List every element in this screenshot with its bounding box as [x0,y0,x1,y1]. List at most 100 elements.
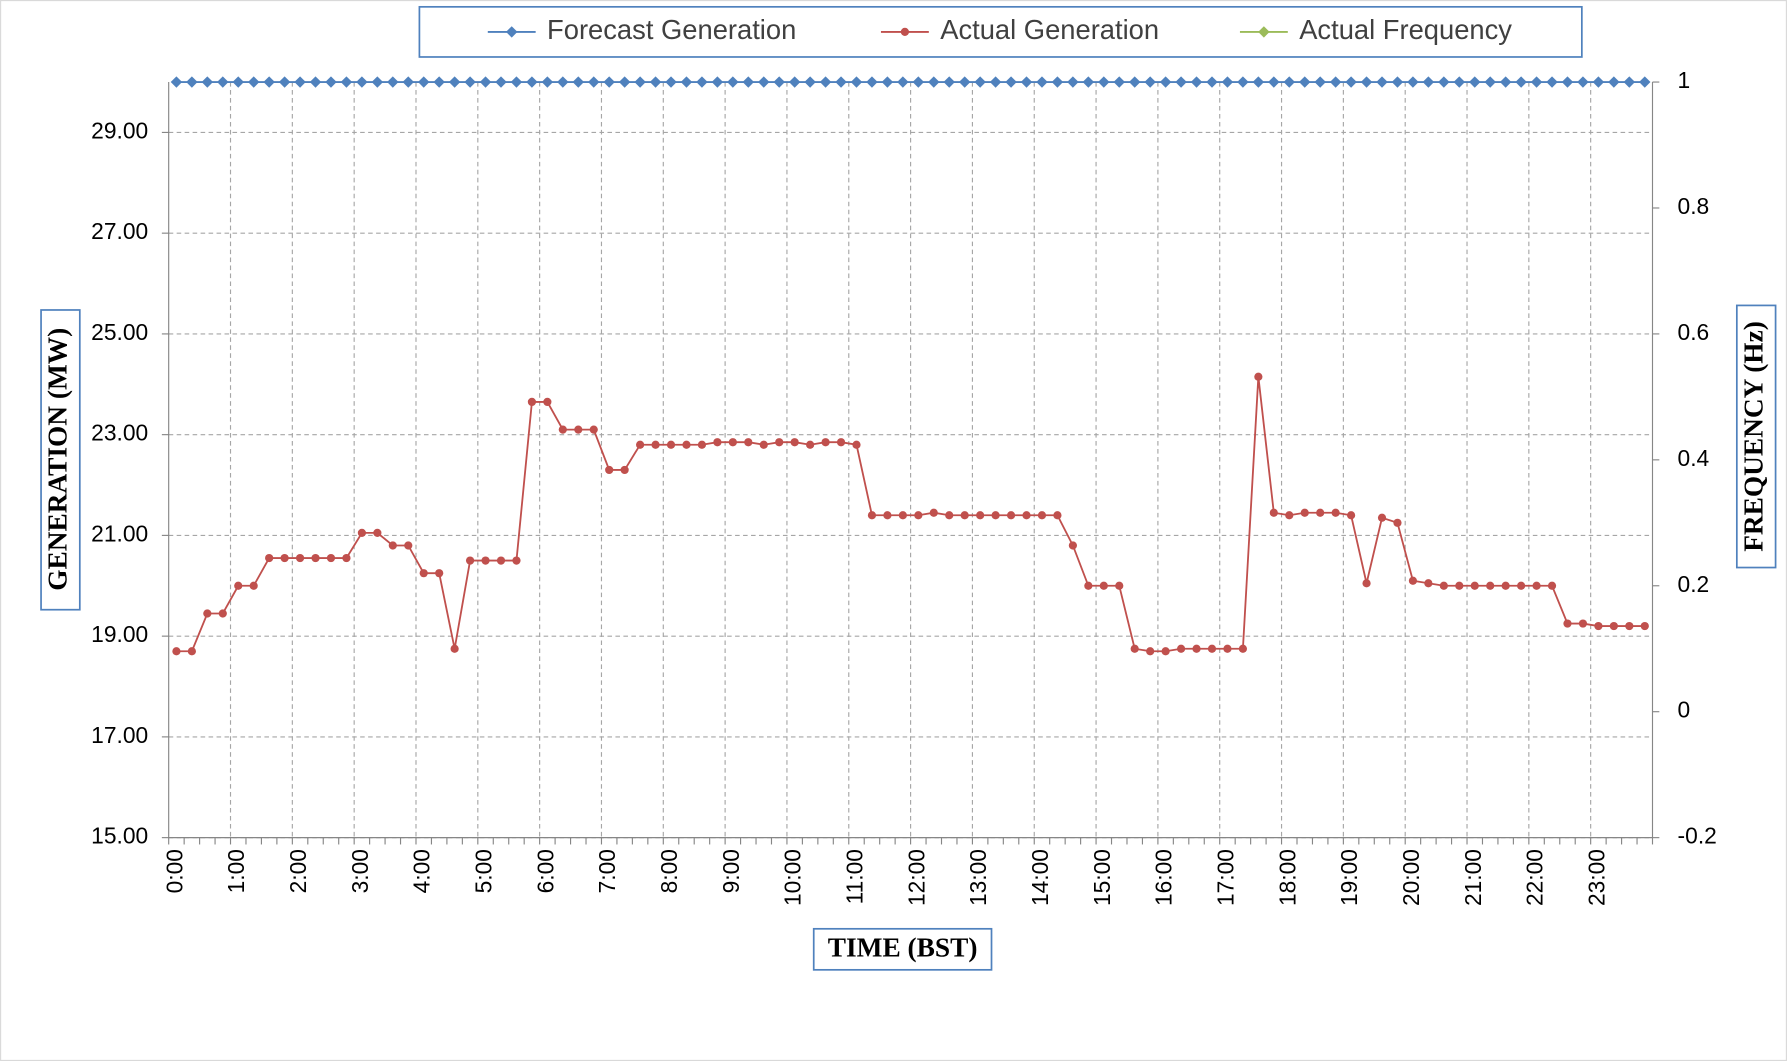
y-tick-label: 27.00 [91,218,148,244]
legend-marker [1258,26,1270,38]
x-title-box [812,927,993,971]
point [450,644,459,653]
point [1269,508,1278,517]
point [325,76,337,88]
point [1207,644,1217,653]
point [898,511,907,520]
point [928,76,940,88]
point [788,76,801,88]
point [773,76,785,88]
point [742,76,755,88]
point [1022,511,1031,520]
point [527,397,537,407]
point [1082,76,1095,88]
point [294,76,306,88]
point [526,76,538,88]
point [186,76,198,88]
point [574,425,583,434]
point [897,76,909,88]
point [881,76,894,88]
point [326,553,336,563]
x-tick-label: 23:00 [1583,849,1609,906]
point [618,76,631,88]
y2-axis-title: FREQUENCY (Hz) [1738,321,1768,552]
point [1006,511,1016,520]
point [371,76,384,88]
legend-marker [900,27,909,37]
point [172,647,181,656]
y-title-box [40,309,81,611]
point [1345,76,1357,88]
point [790,438,799,447]
x-tick-label: 4:00 [409,849,435,893]
point [1005,76,1017,88]
point [543,397,552,407]
point [1099,581,1108,590]
point [1453,76,1465,88]
y-tick-label: 15.00 [91,823,148,849]
legend-label: Actual Frequency [1299,14,1512,45]
point [1331,508,1340,517]
point [1314,76,1326,88]
point [1129,76,1141,88]
x-tick-label: 13:00 [965,849,991,906]
point [1329,76,1342,88]
legend-label: Forecast Generation [547,14,796,45]
point [402,76,414,88]
y2-tick-label: 0.8 [1678,193,1710,219]
point [958,76,971,88]
point [1223,644,1232,653]
y2-title-box [1735,304,1777,569]
point [232,76,244,88]
point [697,440,707,449]
point [1238,644,1248,653]
series-line [176,376,1645,653]
point [1422,76,1435,88]
y2-tick-label: 0.6 [1678,319,1710,345]
point [187,647,196,656]
point [713,438,722,447]
x-tick-label: 16:00 [1151,849,1177,906]
point [603,76,615,88]
point [806,440,815,449]
point [1146,647,1155,656]
point [201,76,214,88]
point [218,609,227,618]
x-tick-label: 17:00 [1212,849,1238,906]
point [1161,647,1170,656]
y2-tick-label: 1 [1678,67,1691,93]
point [1625,621,1634,631]
point [836,438,846,447]
point [1098,76,1110,88]
y2-tick-label: 0 [1678,697,1691,723]
point [278,76,291,88]
point [1144,76,1156,88]
point [1408,576,1418,585]
point [1640,621,1649,631]
point [1053,511,1062,520]
point [1532,581,1541,590]
point [1377,513,1387,522]
point [1501,581,1510,590]
point [1346,511,1356,520]
point [541,76,554,88]
x-tick-label: 0:00 [161,849,187,893]
point [295,553,305,563]
x-tick-label: 9:00 [718,849,744,893]
point [495,76,507,88]
point [866,76,878,88]
x-tick-label: 12:00 [903,849,929,906]
point [557,76,569,88]
point [1283,76,1295,88]
point [759,440,768,449]
point [1159,76,1172,88]
point [263,76,275,88]
point [1190,76,1203,88]
point [248,76,260,88]
point [1051,76,1064,88]
point [758,76,770,88]
point [512,556,521,565]
point [588,76,600,88]
point [1067,76,1079,88]
point [835,76,847,88]
